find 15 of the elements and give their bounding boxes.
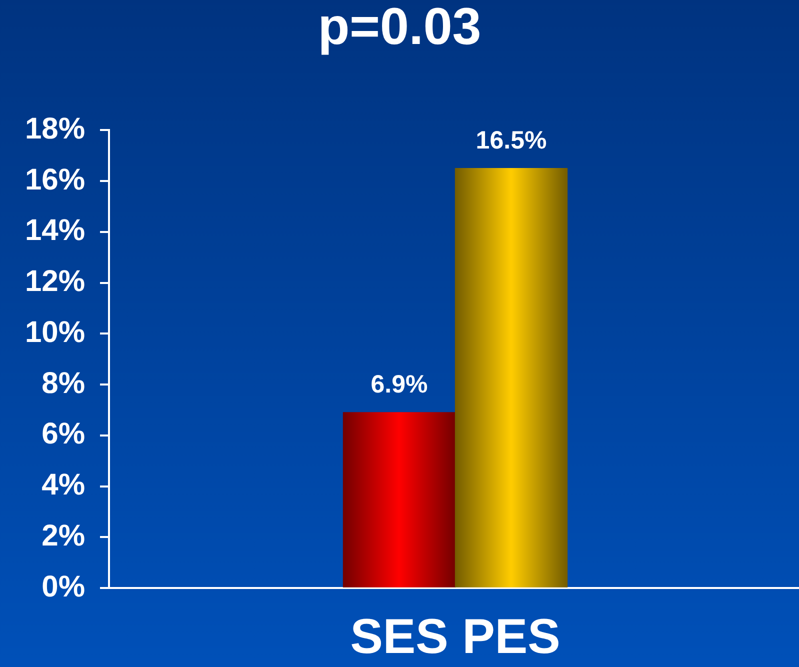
y-tick-label: 2%	[42, 519, 85, 552]
x-tick-label: PES	[462, 610, 560, 664]
y-tick-label: 14%	[24, 214, 85, 248]
y-tick-label: 16%	[24, 163, 85, 196]
chart-title: p=0.03	[318, 0, 482, 56]
y-tick-label: 8%	[42, 366, 85, 400]
y-tick-label: 10%	[24, 316, 85, 349]
data-label: 16.5%	[476, 126, 547, 154]
x-tick-label: SES	[350, 610, 448, 664]
y-tick-label: 18%	[24, 112, 85, 146]
data-label: 6.9%	[370, 370, 428, 399]
y-tick-label: 12%	[24, 265, 85, 298]
y-tick-label: 0%	[42, 570, 85, 604]
y-tick-label: 6%	[42, 418, 85, 451]
y-tick-label: 4%	[42, 468, 85, 502]
